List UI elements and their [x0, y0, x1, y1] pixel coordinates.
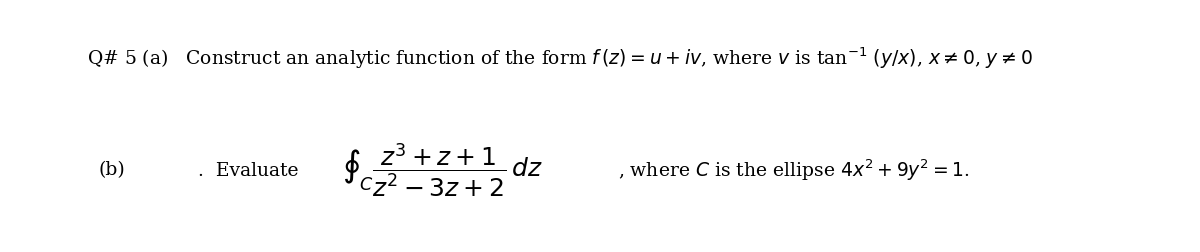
Text: .  Evaluate: . Evaluate	[198, 161, 299, 179]
Text: Q# 5 (a)   Construct an analytic function of the form $f\,(z) = u + iv$, where $: Q# 5 (a) Construct an analytic function …	[88, 45, 1033, 71]
Text: $\oint_C \dfrac{z^3+z+1}{z^2-3z+2}\,dz$: $\oint_C \dfrac{z^3+z+1}{z^2-3z+2}\,dz$	[342, 141, 542, 199]
Text: , where $C$ is the ellipse $4x^2 + 9y^2 = 1$.: , where $C$ is the ellipse $4x^2 + 9y^2 …	[618, 157, 970, 182]
Text: (b): (b)	[98, 161, 125, 179]
